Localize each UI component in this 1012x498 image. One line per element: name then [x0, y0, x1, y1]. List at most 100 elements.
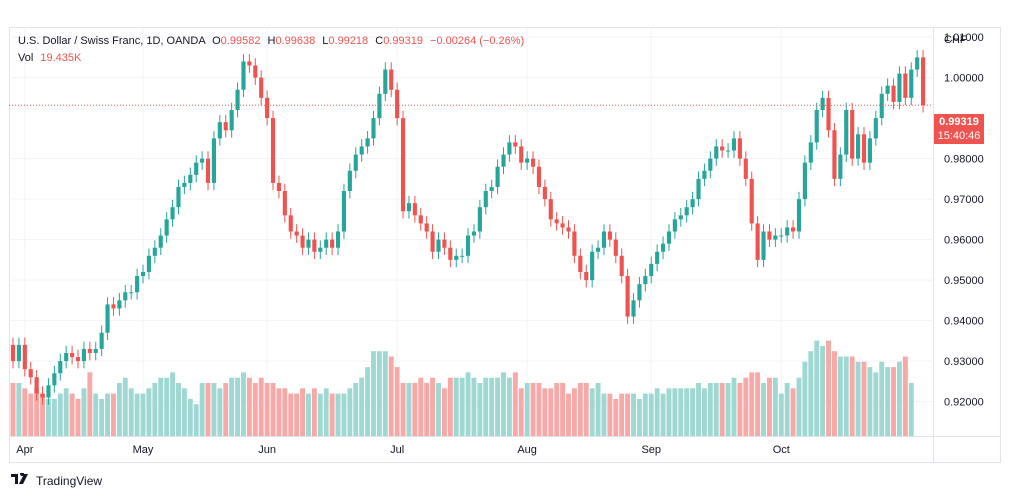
volume-bar [684, 388, 690, 436]
candle-body [282, 191, 287, 216]
price-series [10, 50, 926, 405]
volume-bar [589, 388, 595, 436]
symbol-title[interactable]: U.S. Dollar / Swiss Franc, 1D, OANDA [18, 35, 206, 47]
volume-bar [583, 383, 589, 436]
volume-bar [619, 393, 625, 436]
candle-body [93, 348, 98, 353]
volume-bar [778, 393, 784, 436]
price-tick-label: 0.92000 [944, 397, 984, 409]
candle-body [631, 300, 636, 317]
volume-bar [335, 393, 341, 436]
candle-body [678, 215, 683, 220]
candle-body [726, 150, 731, 152]
candle-body [861, 134, 867, 163]
candle-body [312, 239, 317, 252]
candle-body [270, 118, 276, 183]
volume-bar [459, 377, 465, 436]
volume-bar [849, 356, 855, 436]
volume-bar [122, 377, 128, 436]
volume-bar [146, 388, 152, 436]
volume-bar [93, 393, 99, 436]
candle-body [637, 284, 642, 301]
volume-bar [489, 377, 495, 436]
candle-body [761, 231, 766, 260]
candle-body [353, 154, 358, 171]
volume-bar [524, 383, 530, 436]
change-value: −0.00264 (−0.26%) [430, 35, 525, 47]
volume-bar [176, 383, 181, 436]
volume-bar [831, 351, 837, 436]
volume-bar [430, 377, 436, 436]
volume-bar [205, 383, 211, 436]
candle-body [383, 69, 388, 94]
volume-bar [837, 356, 843, 436]
candle-body [767, 231, 772, 240]
time-axis[interactable]: Apr May Jun Jul Aug Sep Oct [16, 444, 790, 456]
candle-body [584, 271, 589, 281]
candle-body [276, 182, 282, 192]
volume-bar [761, 383, 766, 436]
volume-bar [270, 383, 276, 436]
volume-bar [885, 367, 891, 436]
candle-body [548, 199, 553, 220]
volume-bar [246, 377, 252, 436]
volume-bar [613, 398, 619, 436]
candle-body [389, 69, 394, 90]
candle-body [554, 219, 559, 224]
candle-body [359, 146, 364, 155]
candle-body [820, 97, 825, 111]
volume-bar [518, 388, 524, 436]
candle-body [489, 186, 494, 192]
price-axis[interactable]: 1.01000 1.00000 0.98000 0.97000 0.96000 0.950… [944, 32, 984, 408]
volume-bar [436, 383, 441, 436]
candle-body [58, 361, 63, 374]
open-label: O [212, 35, 221, 47]
candle-body [140, 271, 146, 277]
candle-body [590, 251, 595, 281]
volume-bar [506, 377, 512, 436]
volume-bar [252, 383, 258, 436]
price-tick-label: 1.00000 [944, 73, 984, 85]
candle-body [578, 255, 583, 272]
volume-bar [465, 372, 471, 436]
candle-body [708, 158, 713, 171]
candle-body [306, 239, 311, 248]
candle-body [832, 130, 837, 179]
candle-body [223, 122, 228, 131]
volume-bar [554, 383, 560, 436]
price-tick-label: 0.97000 [944, 194, 984, 206]
brand[interactable]: TradingView [11, 472, 103, 488]
volume-bar [701, 388, 707, 436]
volume-bar [28, 393, 34, 436]
currency-label: CHF [944, 34, 967, 46]
volume-bar [707, 383, 713, 436]
candle-body [601, 231, 607, 248]
candle-body [335, 231, 341, 248]
candle-body [791, 227, 796, 232]
volume-bar [211, 383, 217, 436]
candle-body [200, 158, 205, 163]
candle-body [885, 85, 890, 94]
volume-bar [87, 372, 93, 436]
candle-body [873, 118, 878, 139]
volume-bar [796, 377, 802, 436]
volume-bar [46, 398, 51, 436]
volume-bar [235, 377, 241, 436]
volume-bar [418, 377, 424, 436]
volume-bar [376, 351, 382, 436]
candle-body [465, 235, 471, 256]
candle-body [684, 207, 689, 216]
candle-body [265, 97, 270, 119]
volume-label[interactable]: Vol [18, 52, 34, 64]
volume-bar [105, 393, 111, 436]
volume-bar [63, 388, 69, 436]
open-value: 0.99582 [220, 35, 261, 47]
candle-body [525, 158, 530, 163]
candle-body [714, 146, 719, 159]
candle-body [152, 247, 157, 256]
candle-body [81, 348, 86, 362]
brand-name: TradingView [36, 473, 103, 488]
candle-body [34, 377, 39, 394]
volume-bar [75, 398, 81, 436]
